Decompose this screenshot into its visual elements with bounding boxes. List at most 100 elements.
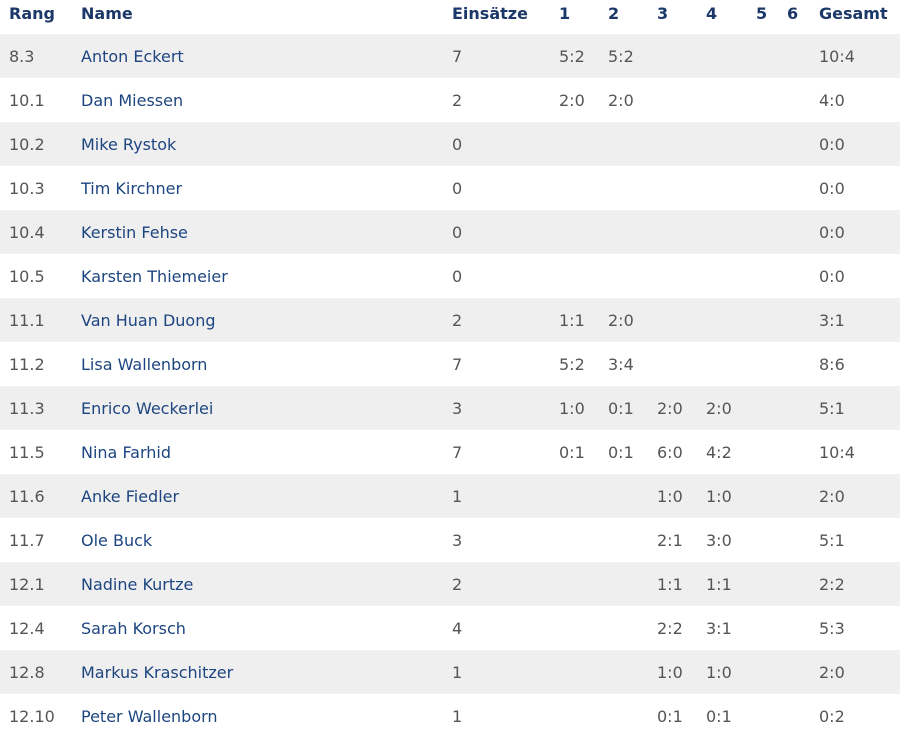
total-score-cell: 3:1 xyxy=(819,298,900,342)
game-2-score-cell xyxy=(608,474,657,518)
game-1-score-cell xyxy=(559,254,608,298)
table-row: 11.2 Lisa Wallenborn 7 5:2 3:4 8:6 xyxy=(0,342,900,386)
player-name-cell[interactable]: Dan Miessen xyxy=(81,90,184,110)
player-name-cell[interactable]: Lisa Wallenborn xyxy=(81,354,208,374)
player-name-cell[interactable]: Kerstin Fehse xyxy=(81,210,452,254)
player-name-cell[interactable]: Nina Farhid xyxy=(81,442,172,462)
game-1-score-cell xyxy=(559,606,608,650)
game-2-score-cell xyxy=(608,606,657,650)
game-3-score-cell xyxy=(657,210,706,254)
game-4-score-cell xyxy=(706,254,756,298)
player-name-cell[interactable]: Sarah Korsch xyxy=(81,618,186,638)
total-score-cell: 10:4 xyxy=(819,442,855,462)
total-score-cell: 8:6 xyxy=(819,354,845,374)
game-2-score-cell xyxy=(608,210,657,254)
player-name-cell[interactable]: Mike Rystok xyxy=(81,122,452,166)
rank-cell: 11.6 xyxy=(0,474,81,518)
header-game-3: 3 xyxy=(657,4,669,23)
game-6-score-cell xyxy=(787,474,819,518)
player-name-cell[interactable]: Karsten Thiemeier xyxy=(81,266,228,286)
total-score-cell: 5:3 xyxy=(819,618,845,638)
rank-cell: 10.5 xyxy=(9,266,45,286)
game-4-score-cell xyxy=(706,78,756,122)
game-3-score-cell: 1:1 xyxy=(657,562,706,606)
game-1-score-cell xyxy=(559,166,608,210)
table-row: 10.2 Mike Rystok 0 0:0 xyxy=(0,122,900,166)
game-2-score-cell: 5:2 xyxy=(608,34,657,78)
game-4-score-cell: 2:0 xyxy=(706,386,756,430)
game-6-score-cell xyxy=(787,650,819,694)
game-6-score-cell xyxy=(787,298,819,342)
game-1-score-cell: 1:0 xyxy=(559,386,608,430)
game-5-score-cell xyxy=(756,298,787,342)
appearances-cell: 0 xyxy=(452,178,463,198)
appearances-cell: 0 xyxy=(452,266,463,286)
game-1-score-cell xyxy=(559,650,608,694)
game-6-score-cell xyxy=(787,386,819,430)
header-name[interactable]: Name xyxy=(81,4,133,23)
appearances-cell: 0 xyxy=(452,210,559,254)
game-4-score-cell: 1:0 xyxy=(706,474,756,518)
header-rang[interactable]: Rang xyxy=(9,4,55,23)
game-1-score-cell xyxy=(559,518,608,562)
player-name-cell[interactable]: Enrico Weckerlei xyxy=(81,386,452,430)
game-3-score-cell xyxy=(657,254,706,298)
game-4-score-cell xyxy=(706,342,756,386)
appearances-cell: 2 xyxy=(452,562,559,606)
table-row: 10.1 Dan Miessen 2 2:0 2:0 4:0 xyxy=(0,78,900,122)
game-3-score-cell: 0:1 xyxy=(657,706,683,726)
player-name-cell[interactable]: Tim Kirchner xyxy=(81,178,183,198)
player-name-cell[interactable]: Ole Buck xyxy=(81,530,153,550)
game-3-score-cell: 1:0 xyxy=(657,474,706,518)
table-row: 10.5 Karsten Thiemeier 0 0:0 xyxy=(0,254,900,298)
game-5-score-cell xyxy=(756,518,787,562)
game-4-score-cell xyxy=(706,298,756,342)
game-1-score-cell xyxy=(559,474,608,518)
game-6-score-cell xyxy=(787,122,819,166)
header-einsaetze[interactable]: Einsätze xyxy=(452,4,528,23)
game-3-score-cell: 1:0 xyxy=(657,650,706,694)
game-5-score-cell xyxy=(756,78,787,122)
game-5-score-cell xyxy=(756,34,787,78)
player-name-cell[interactable]: Anton Eckert xyxy=(81,34,452,78)
table-row: 8.3 Anton Eckert 7 5:2 5:2 10:4 xyxy=(0,34,900,78)
player-name-cell[interactable]: Peter Wallenborn xyxy=(81,706,218,726)
game-6-score-cell xyxy=(787,694,819,738)
game-6-score-cell xyxy=(787,518,819,562)
rank-cell: 11.5 xyxy=(9,442,45,462)
rank-cell: 10.4 xyxy=(0,210,81,254)
table-row: 10.4 Kerstin Fehse 0 0:0 xyxy=(0,210,900,254)
appearances-cell: 3 xyxy=(452,530,463,550)
game-4-score-cell xyxy=(706,122,756,166)
player-name-cell[interactable]: Van Huan Duong xyxy=(81,298,452,342)
game-2-score-cell: 2:0 xyxy=(608,90,634,110)
total-score-cell: 0:0 xyxy=(819,210,900,254)
table-row: 12.4 Sarah Korsch 4 2:2 3:1 5:3 xyxy=(0,606,900,650)
game-2-score-cell xyxy=(608,650,657,694)
player-name-cell[interactable]: Anke Fiedler xyxy=(81,474,452,518)
rank-cell: 10.2 xyxy=(0,122,81,166)
game-5-score-cell xyxy=(756,166,787,210)
header-game-5: 5 xyxy=(756,4,768,23)
header-gesamt[interactable]: Gesamt xyxy=(819,4,888,23)
appearances-cell: 1 xyxy=(452,706,463,726)
game-3-score-cell: 6:0 xyxy=(657,442,683,462)
game-2-score-cell: 2:0 xyxy=(608,298,657,342)
player-name-cell[interactable]: Markus Kraschitzer xyxy=(81,650,452,694)
game-3-score-cell xyxy=(657,342,706,386)
appearances-cell: 2 xyxy=(452,298,559,342)
game-3-score-cell: 2:2 xyxy=(657,618,683,638)
table-row: 10.3 Tim Kirchner 0 0:0 xyxy=(0,166,900,210)
game-1-score-cell xyxy=(559,694,608,738)
game-5-score-cell xyxy=(756,606,787,650)
game-1-score-cell xyxy=(559,122,608,166)
rank-cell: 11.2 xyxy=(9,354,45,374)
rank-cell: 10.3 xyxy=(9,178,45,198)
player-name-cell[interactable]: Nadine Kurtze xyxy=(81,562,452,606)
game-5-score-cell xyxy=(756,430,787,474)
game-1-score-cell xyxy=(559,562,608,606)
game-2-score-cell xyxy=(608,694,657,738)
game-2-score-cell: 0:1 xyxy=(608,386,657,430)
game-2-score-cell xyxy=(608,254,657,298)
